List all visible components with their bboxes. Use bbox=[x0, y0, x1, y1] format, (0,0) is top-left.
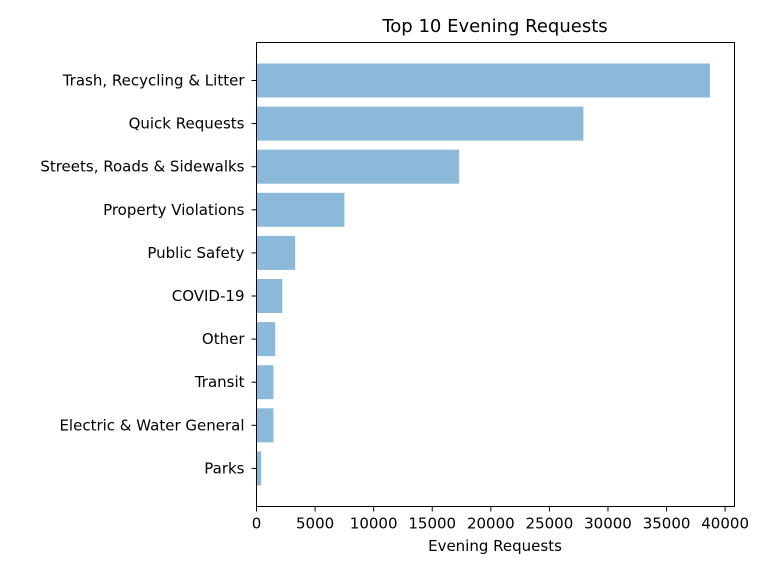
bar bbox=[256, 279, 283, 313]
x-tick-label: 25000 bbox=[526, 515, 574, 533]
x-tick-label: 40000 bbox=[701, 515, 749, 533]
x-tick-label: 15000 bbox=[408, 515, 456, 533]
y-tick-label: Parks bbox=[204, 459, 244, 477]
bar bbox=[256, 235, 296, 270]
x-tick-label: 35000 bbox=[643, 515, 691, 533]
y-tick-label: Electric & Water General bbox=[59, 416, 244, 434]
y-tick-label: Other bbox=[202, 330, 245, 348]
plot-frame bbox=[256, 42, 735, 507]
bar bbox=[256, 106, 584, 141]
y-tick-label: Property Violations bbox=[103, 201, 245, 219]
bar bbox=[256, 365, 274, 400]
y-axis-ticks: Trash, Recycling & Litter Quick Requests S… bbox=[40, 72, 257, 477]
bar bbox=[256, 322, 276, 357]
y-tick-label: Trash, Recycling & Litter bbox=[62, 72, 246, 90]
y-tick-label: Public Safety bbox=[147, 244, 244, 262]
bar bbox=[256, 408, 274, 443]
bar bbox=[256, 63, 710, 98]
chart-title: Top 10 Evening Requests bbox=[381, 16, 607, 37]
y-tick-label: Transit bbox=[194, 373, 245, 391]
bar bbox=[256, 451, 262, 486]
x-tick-label: 5000 bbox=[296, 515, 334, 533]
x-tick-label: 30000 bbox=[584, 515, 632, 533]
x-tick-label: 0 bbox=[252, 515, 262, 533]
bars-group bbox=[256, 63, 710, 486]
x-tick-label: 20000 bbox=[467, 515, 515, 533]
y-tick-label: Quick Requests bbox=[129, 115, 245, 133]
x-tick-label: 10000 bbox=[350, 515, 398, 533]
x-axis-ticks: 0 5000 10000 15000 20000 25000 30000 35000 40000 bbox=[252, 506, 749, 533]
y-tick-label: Streets, Roads & Sidewalks bbox=[40, 158, 244, 176]
bar bbox=[256, 192, 345, 227]
x-axis-label: Evening Requests bbox=[428, 537, 562, 555]
bar bbox=[256, 149, 460, 184]
y-tick-label: COVID-19 bbox=[172, 287, 245, 305]
